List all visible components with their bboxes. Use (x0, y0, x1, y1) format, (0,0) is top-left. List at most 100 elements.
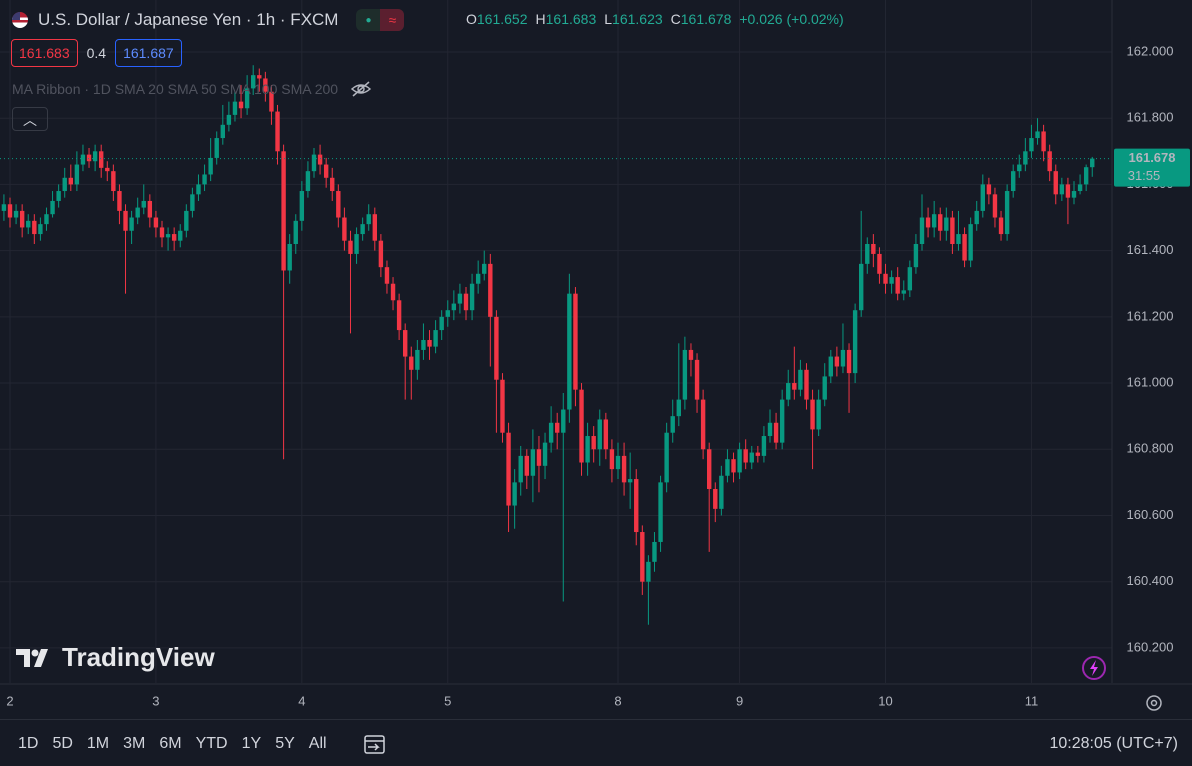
candle-body (1065, 184, 1071, 198)
candle-body (822, 376, 827, 400)
candle-body (99, 151, 104, 168)
y-tick-label: 162.000 (1127, 43, 1174, 58)
range-button[interactable]: 3M (123, 735, 146, 752)
range-button[interactable]: 1Y (241, 735, 262, 752)
candle-body (998, 217, 1004, 235)
candle-body (7, 204, 13, 218)
candle-body (171, 234, 177, 241)
countdown: 31:55 (1128, 168, 1161, 183)
x-tick-label: 3 (152, 693, 159, 708)
candle-body (147, 200, 153, 218)
candle-body (980, 184, 985, 211)
settings-icon[interactable] (1143, 692, 1165, 714)
candle-body (482, 263, 487, 274)
ohlc-value: 161.678 (680, 11, 732, 27)
x-tick-label: 4 (298, 693, 305, 708)
candle-body (38, 224, 43, 235)
alert-icon[interactable] (1080, 654, 1108, 682)
candle-body (1035, 131, 1040, 139)
candle-body (913, 243, 919, 268)
candle-body (184, 210, 189, 231)
hide-icon[interactable] (350, 81, 372, 97)
x-tick-label: 2 (6, 693, 13, 708)
candle-body (719, 475, 724, 509)
date-range-icon[interactable] (362, 732, 388, 756)
ohlc-label: O (466, 11, 477, 27)
candle-body (439, 316, 444, 331)
candle-body (354, 234, 359, 254)
ohlc-value: 161.623 (612, 11, 663, 27)
range-button[interactable]: 1D (18, 735, 39, 752)
candle-body (755, 452, 761, 456)
candle-body (80, 154, 86, 165)
candle-body (627, 479, 633, 483)
candle-body (962, 234, 967, 261)
candle-body (859, 263, 864, 311)
symbol-title[interactable]: U.S. Dollar / Japanese Yen · 1h · FXCM (38, 10, 339, 29)
candle-body (567, 293, 572, 410)
candle-body (299, 191, 305, 221)
candle-body (451, 303, 457, 311)
candle-body (506, 432, 511, 506)
range-button[interactable]: 6M (159, 735, 182, 752)
candle-body (427, 340, 432, 347)
candle-body (548, 422, 554, 443)
status-toggle[interactable]: ● ≈ (356, 9, 405, 31)
candle-body (798, 369, 803, 390)
candle-body (524, 455, 529, 476)
candle-body (178, 230, 183, 241)
candle-body (828, 356, 833, 377)
candle-body (786, 383, 791, 400)
range-button[interactable]: 1M (86, 735, 110, 752)
candle-body (421, 340, 426, 350)
candle-body (196, 184, 201, 195)
range-button[interactable]: 5Y (275, 735, 295, 752)
range-button[interactable]: YTD (195, 735, 228, 752)
range-button[interactable]: 5D (52, 735, 73, 752)
candle-body (1011, 171, 1016, 192)
candle-body (13, 210, 19, 218)
candle-body (530, 449, 536, 476)
candle-body (597, 419, 602, 450)
candle-body (384, 267, 390, 284)
candle-body (330, 177, 335, 192)
candle-body (378, 240, 384, 268)
y-tick-label: 160.200 (1127, 639, 1174, 654)
candle-body (238, 101, 244, 109)
candle-body (974, 210, 979, 225)
range-button[interactable]: All (308, 735, 327, 752)
candle-body (1053, 171, 1058, 195)
candle-body (111, 171, 116, 192)
candle-body (658, 482, 663, 542)
indicator-name[interactable]: MA Ribbon · 1D SMA 20 SMA 50 SMA 100 SMA… (12, 81, 339, 97)
candle-body (834, 356, 840, 367)
candle-body (1059, 184, 1065, 195)
candle-body (883, 273, 888, 284)
clock[interactable]: 10:28:05 (UTC+7) (1049, 735, 1178, 752)
candle-body (925, 217, 931, 228)
ohlc-label: C (670, 11, 681, 27)
flag-icon (12, 12, 28, 28)
chart: 160.200 160.400 160.600 160.800 161.000 161.2… (0, 0, 1192, 709)
candle-body (129, 217, 134, 231)
candle-body (105, 167, 110, 172)
candle-body (86, 154, 92, 162)
sell-button[interactable]: 161.683 (11, 39, 78, 67)
candle-body (50, 200, 55, 215)
candle-body (409, 356, 414, 370)
candle-body (670, 416, 675, 433)
candle-body (244, 88, 250, 109)
candle-body (153, 217, 159, 228)
candle-body (877, 253, 882, 274)
candle-body (232, 101, 238, 115)
candle-body (372, 214, 377, 241)
logo-icon (16, 648, 48, 667)
candle-body (725, 459, 730, 476)
buy-button[interactable]: 161.687 (115, 39, 182, 67)
collapse-button[interactable]: ︿ (12, 107, 48, 131)
candle-body (676, 399, 681, 417)
candle-body (792, 383, 797, 390)
price-label: 161.678 (1129, 150, 1176, 165)
candle-body (494, 316, 499, 380)
candle-body (208, 157, 213, 175)
